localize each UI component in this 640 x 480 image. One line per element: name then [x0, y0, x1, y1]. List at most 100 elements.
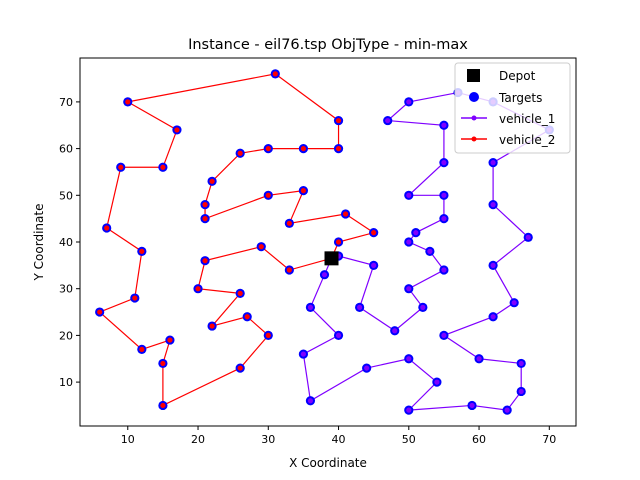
route-point-vehicle-2 — [118, 164, 124, 170]
depot-layer — [324, 251, 339, 266]
chart-title: Instance - eil76.tsp ObjType - min-max — [188, 37, 468, 53]
legend-targets-marker — [469, 92, 479, 102]
x-axis-label: X Coordinate — [289, 456, 367, 470]
legend-depot-label: Depot — [499, 69, 536, 83]
route-point-vehicle-1 — [441, 160, 447, 166]
x-tick-label: 10 — [121, 433, 135, 446]
route-point-vehicle-1 — [427, 248, 433, 254]
legend-vehicle-2-marker — [471, 136, 477, 142]
route-point-vehicle-2 — [160, 164, 166, 170]
route-point-vehicle-1 — [441, 122, 447, 128]
route-point-vehicle-2 — [97, 309, 103, 315]
route-line-vehicle-2 — [98, 73, 376, 407]
route-point-vehicle-1 — [511, 300, 517, 306]
y-tick-label: 40 — [59, 236, 73, 249]
x-tick-label: 60 — [472, 433, 486, 446]
route-point-vehicle-2 — [244, 314, 250, 320]
route-point-vehicle-1 — [307, 304, 314, 310]
legend-depot-marker — [467, 69, 480, 82]
legend: Depot Targets vehicle_1 vehicle_2 — [454, 62, 571, 154]
route-point-vehicle-1 — [385, 117, 391, 124]
route-point-vehicle-1 — [525, 234, 531, 240]
route-point-vehicle-2 — [237, 150, 243, 156]
legend-vehicle-1-marker — [471, 115, 477, 121]
route-point-vehicle-2 — [125, 99, 131, 105]
route-point-vehicle-2 — [174, 127, 180, 133]
route-point-vehicle-1 — [434, 379, 440, 385]
route-point-vehicle-2 — [335, 117, 342, 124]
x-tick-label: 50 — [402, 433, 416, 446]
route-point-vehicle-1 — [504, 407, 510, 413]
route-point-vehicle-2 — [209, 323, 215, 329]
route-point-vehicle-2 — [335, 239, 342, 245]
route-point-vehicle-2 — [160, 360, 166, 367]
legend-targets-label: Targets — [498, 91, 542, 105]
route-point-vehicle-1 — [406, 286, 412, 292]
route-point-vehicle-2 — [132, 295, 138, 301]
y-tick-label: 60 — [59, 143, 73, 156]
legend-vehicle-1-label: vehicle_1 — [499, 112, 555, 126]
x-axis-ticks: 10 20 30 40 50 60 70 — [121, 426, 556, 446]
y-tick-label: 50 — [59, 189, 73, 202]
route-point-vehicle-2 — [300, 188, 307, 194]
route-point-vehicle-1 — [392, 328, 398, 334]
route-point-vehicle-2 — [342, 211, 349, 217]
route-point-vehicle-1 — [420, 304, 426, 310]
route-point-vehicle-2 — [265, 145, 271, 152]
route-point-vehicle-1 — [300, 351, 307, 357]
route-point-vehicle-2 — [209, 178, 215, 184]
route-point-vehicle-2 — [202, 216, 208, 222]
route-point-vehicle-2 — [286, 267, 292, 273]
route-point-vehicle-1 — [441, 332, 447, 339]
route-point-vehicle-1 — [357, 304, 363, 310]
route-point-vehicle-1 — [371, 262, 377, 268]
route-point-vehicle-2 — [300, 145, 307, 152]
legend-box — [454, 62, 571, 154]
route-point-vehicle-2 — [139, 346, 145, 353]
route-point-vehicle-2 — [104, 225, 110, 231]
y-tick-label: 10 — [59, 376, 73, 389]
route-point-vehicle-1 — [490, 314, 496, 320]
route-point-vehicle-1 — [490, 202, 496, 208]
route-point-vehicle-2 — [160, 402, 166, 409]
y-axis-ticks: 10 20 30 40 50 60 70 — [59, 96, 80, 389]
x-tick-label: 40 — [332, 433, 346, 446]
route-point-vehicle-2 — [286, 220, 292, 226]
route-point-vehicle-1 — [364, 365, 370, 371]
route-point-vehicle-1 — [406, 356, 412, 362]
route-point-vehicle-1 — [490, 160, 496, 166]
route-point-vehicle-2 — [237, 290, 243, 296]
y-tick-label: 20 — [59, 329, 73, 342]
route-point-vehicle-2 — [202, 258, 208, 264]
route-point-vehicle-1 — [406, 407, 412, 413]
route-point-vehicle-1 — [518, 360, 524, 367]
route-point-vehicle-2 — [265, 192, 271, 198]
route-point-vehicle-2 — [258, 244, 264, 250]
route-point-vehicle-2 — [139, 248, 145, 254]
route-point-vehicle-1 — [335, 332, 342, 339]
route-point-vehicle-1 — [406, 239, 412, 245]
route-point-vehicle-1 — [441, 216, 447, 222]
route-point-vehicle-2 — [265, 332, 271, 339]
route-point-vehicle-2 — [195, 286, 201, 292]
y-tick-label: 30 — [59, 283, 73, 296]
x-tick-label: 70 — [542, 433, 556, 446]
x-tick-label: 20 — [191, 433, 205, 446]
route-point-vehicle-1 — [413, 230, 419, 236]
y-tick-label: 70 — [59, 96, 73, 109]
route-point-vehicle-1 — [406, 99, 412, 105]
route-point-vehicle-1 — [406, 192, 412, 198]
route-point-vehicle-2 — [335, 145, 342, 152]
route-point-vehicle-1 — [490, 262, 496, 268]
route-point-vehicle-1 — [441, 267, 447, 273]
depot-marker — [324, 251, 339, 266]
route-point-vehicle-1 — [321, 272, 328, 278]
route-point-vehicle-1 — [476, 356, 482, 362]
route-point-vehicle-1 — [518, 388, 524, 395]
y-axis-label: Y Coordinate — [32, 204, 46, 282]
legend-vehicle-2-label: vehicle_2 — [499, 133, 555, 147]
route-point-vehicle-2 — [202, 202, 208, 208]
route-point-vehicle-2 — [167, 337, 173, 343]
route-point-vehicle-2 — [272, 71, 278, 77]
